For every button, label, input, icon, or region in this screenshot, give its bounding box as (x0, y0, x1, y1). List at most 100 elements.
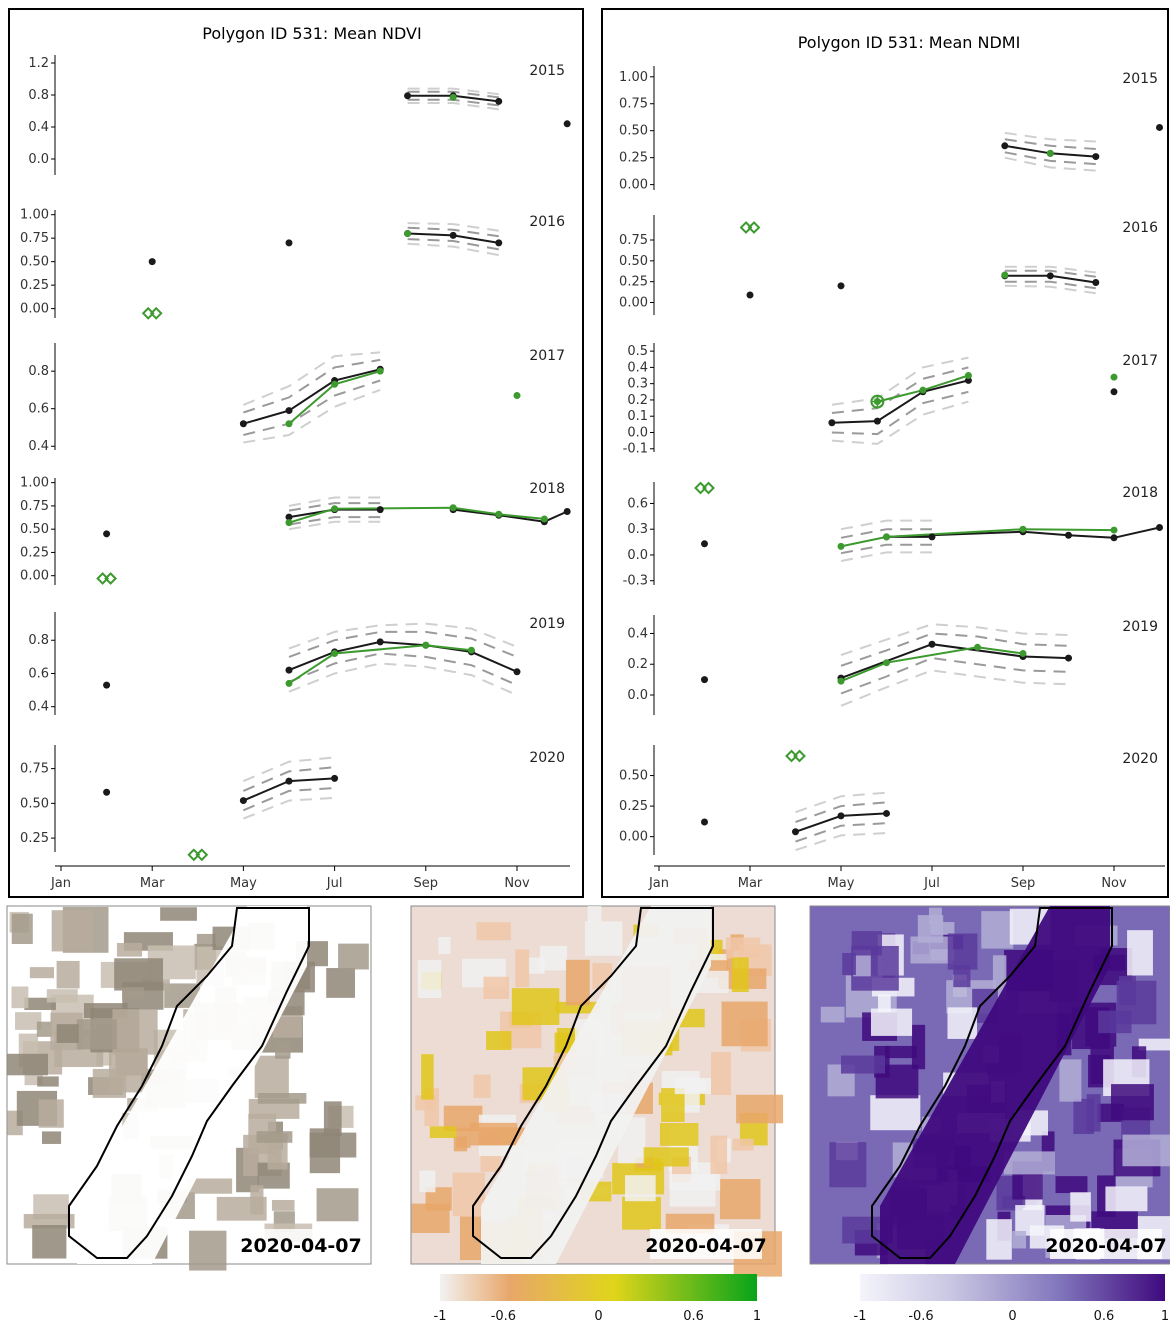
observed-point (701, 818, 708, 826)
predicted-point (331, 505, 339, 513)
confidence-band-inner (831, 390, 969, 436)
confidence-band-outer (795, 791, 887, 814)
x-tick-label: Nov (504, 876, 530, 891)
predicted-point (964, 372, 972, 380)
confidence-band-inner (288, 516, 381, 526)
predicted-line (288, 644, 472, 685)
image-pixel-block (216, 1196, 267, 1221)
image-pixel-block (36, 1021, 53, 1037)
x-tick-label: Jan (50, 876, 71, 891)
facet-2015: 1.00 0.75 0.50 0.25 0.00 2015 (619, 66, 1163, 193)
colorbar-tick-label: -0.6 (908, 1309, 933, 1324)
predicted-point (495, 510, 503, 518)
image-pixel-block (41, 1131, 62, 1144)
facet-year-label: 2019 (529, 616, 565, 632)
y-tick-label: 0.4 (28, 439, 49, 454)
image-pixel-block (1070, 1192, 1091, 1222)
x-tick-label: Jan (648, 876, 669, 891)
image-pixel-block (1055, 1176, 1088, 1194)
image-pixel-block (476, 922, 511, 941)
observed-point (1156, 523, 1163, 531)
observed-point (828, 419, 836, 427)
y-tick-label: 0.75 (20, 231, 49, 246)
ndvi-title: Polygon ID 531: Mean NDVI (202, 24, 421, 43)
image-pixel-block (254, 1055, 289, 1099)
image-pixel-block (421, 1054, 434, 1100)
colorbar-tick-label: -1 (854, 1309, 867, 1324)
image-pixel-block (870, 1008, 913, 1036)
colorbar-ticks: -1 -0.6 0 0.6 1 -1 -0.6 0 0.6 1 (434, 1309, 1170, 1324)
ndvi-panel-border (8, 8, 584, 898)
y-tick-label: 1.2 (28, 56, 49, 71)
y-tick-label: 1.00 (20, 208, 49, 223)
y-tick-label: 0.4 (28, 700, 49, 715)
facet-2018: 1.00 0.75 0.50 0.25 0.00 2018 (20, 476, 571, 585)
image-pixel-block (37, 1076, 59, 1087)
predicted-point (1110, 526, 1118, 534)
confidence-band-outer (288, 520, 381, 531)
predicted-point (837, 542, 845, 550)
observed-point (1001, 142, 1009, 150)
y-tick-label: 0.50 (20, 255, 49, 270)
image-pixel-block (338, 943, 369, 970)
predicted-point (883, 659, 890, 667)
confidence-band-outer (243, 351, 381, 406)
image-pixel-block (665, 1213, 715, 1234)
confidence-band-outer (840, 669, 1069, 707)
y-tick-label: 0.25 (619, 799, 648, 814)
ndmi-image (809, 905, 1170, 1265)
image-pixel-block (323, 1101, 342, 1136)
observed-line (453, 508, 568, 523)
y-tick-label: 0.1 (627, 409, 648, 424)
anomaly-diamond (149, 306, 163, 320)
confidence-band-inner (1004, 280, 1096, 290)
image-pixel-block (947, 1007, 978, 1039)
image-pixel-block (112, 1009, 158, 1055)
x-tick-label: Nov (1101, 876, 1127, 891)
y-tick-label: 0.4 (627, 360, 648, 375)
y-tick-label: 0.3 (627, 522, 648, 537)
observed-point (1156, 123, 1163, 131)
confidence-band-outer (831, 356, 969, 406)
observed-point (103, 788, 111, 796)
confidence-band-inner (840, 632, 1069, 667)
ndmi-plot: Jan Mar May Jul Sep Nov 1.00 0.75 0.50 0.25 0.00 20… (619, 66, 1165, 891)
image-pixel-block (76, 1019, 117, 1050)
predicted-point (331, 650, 339, 658)
confidence-band-inner (1004, 138, 1096, 150)
image-pixel-block (584, 921, 623, 956)
observed-point (873, 417, 881, 425)
image-pixel-block (1118, 976, 1136, 1006)
image-pixel-block (257, 1092, 307, 1104)
image-pixel-block (473, 1074, 491, 1098)
ndvi-image (410, 905, 784, 1277)
observed-point (1110, 388, 1118, 396)
image-pixel-block (316, 1188, 359, 1222)
field-polygon-outline (472, 907, 714, 1259)
observed-point (883, 809, 890, 817)
observed-point (837, 812, 845, 820)
y-tick-label: 0.3 (627, 377, 648, 392)
image-pixel-block (622, 1196, 661, 1230)
rgb-image-date-label: 2020-04-07 (240, 1229, 362, 1259)
image-pixel-block (719, 1179, 761, 1220)
image-pixel-block (736, 1094, 784, 1124)
facet-2015: 1.2 0.8 0.4 0.0 2015 (28, 55, 571, 175)
confidence-band-outer (1004, 131, 1096, 143)
predicted-line (840, 528, 1115, 548)
image-pixel-block (711, 1052, 731, 1096)
facet-2017: 0.50.4 0.30.20.10.0 -0.1 2017 (623, 343, 1158, 457)
date-label-bg (246, 1229, 356, 1259)
image-pixel-block (116, 942, 143, 957)
image-pixel-block (515, 949, 530, 988)
facet-2020: 0.75 0.50 0.25 2020 (20, 745, 565, 862)
plots: Jan Mar May Jul Sep Nov 1.2 0.8 0.4 0.0 2015 1.00 0.… (20, 55, 1165, 891)
y-tick-label: 0.00 (20, 569, 49, 584)
image-pixel-block (29, 967, 54, 979)
confidence-band-inner (407, 90, 499, 99)
confidence-band-inner (831, 366, 969, 414)
image-pixel-block (1127, 930, 1153, 976)
image-pixel-block (417, 959, 442, 999)
observed-point (928, 640, 936, 648)
y-tick-label: 0.8 (28, 88, 49, 103)
